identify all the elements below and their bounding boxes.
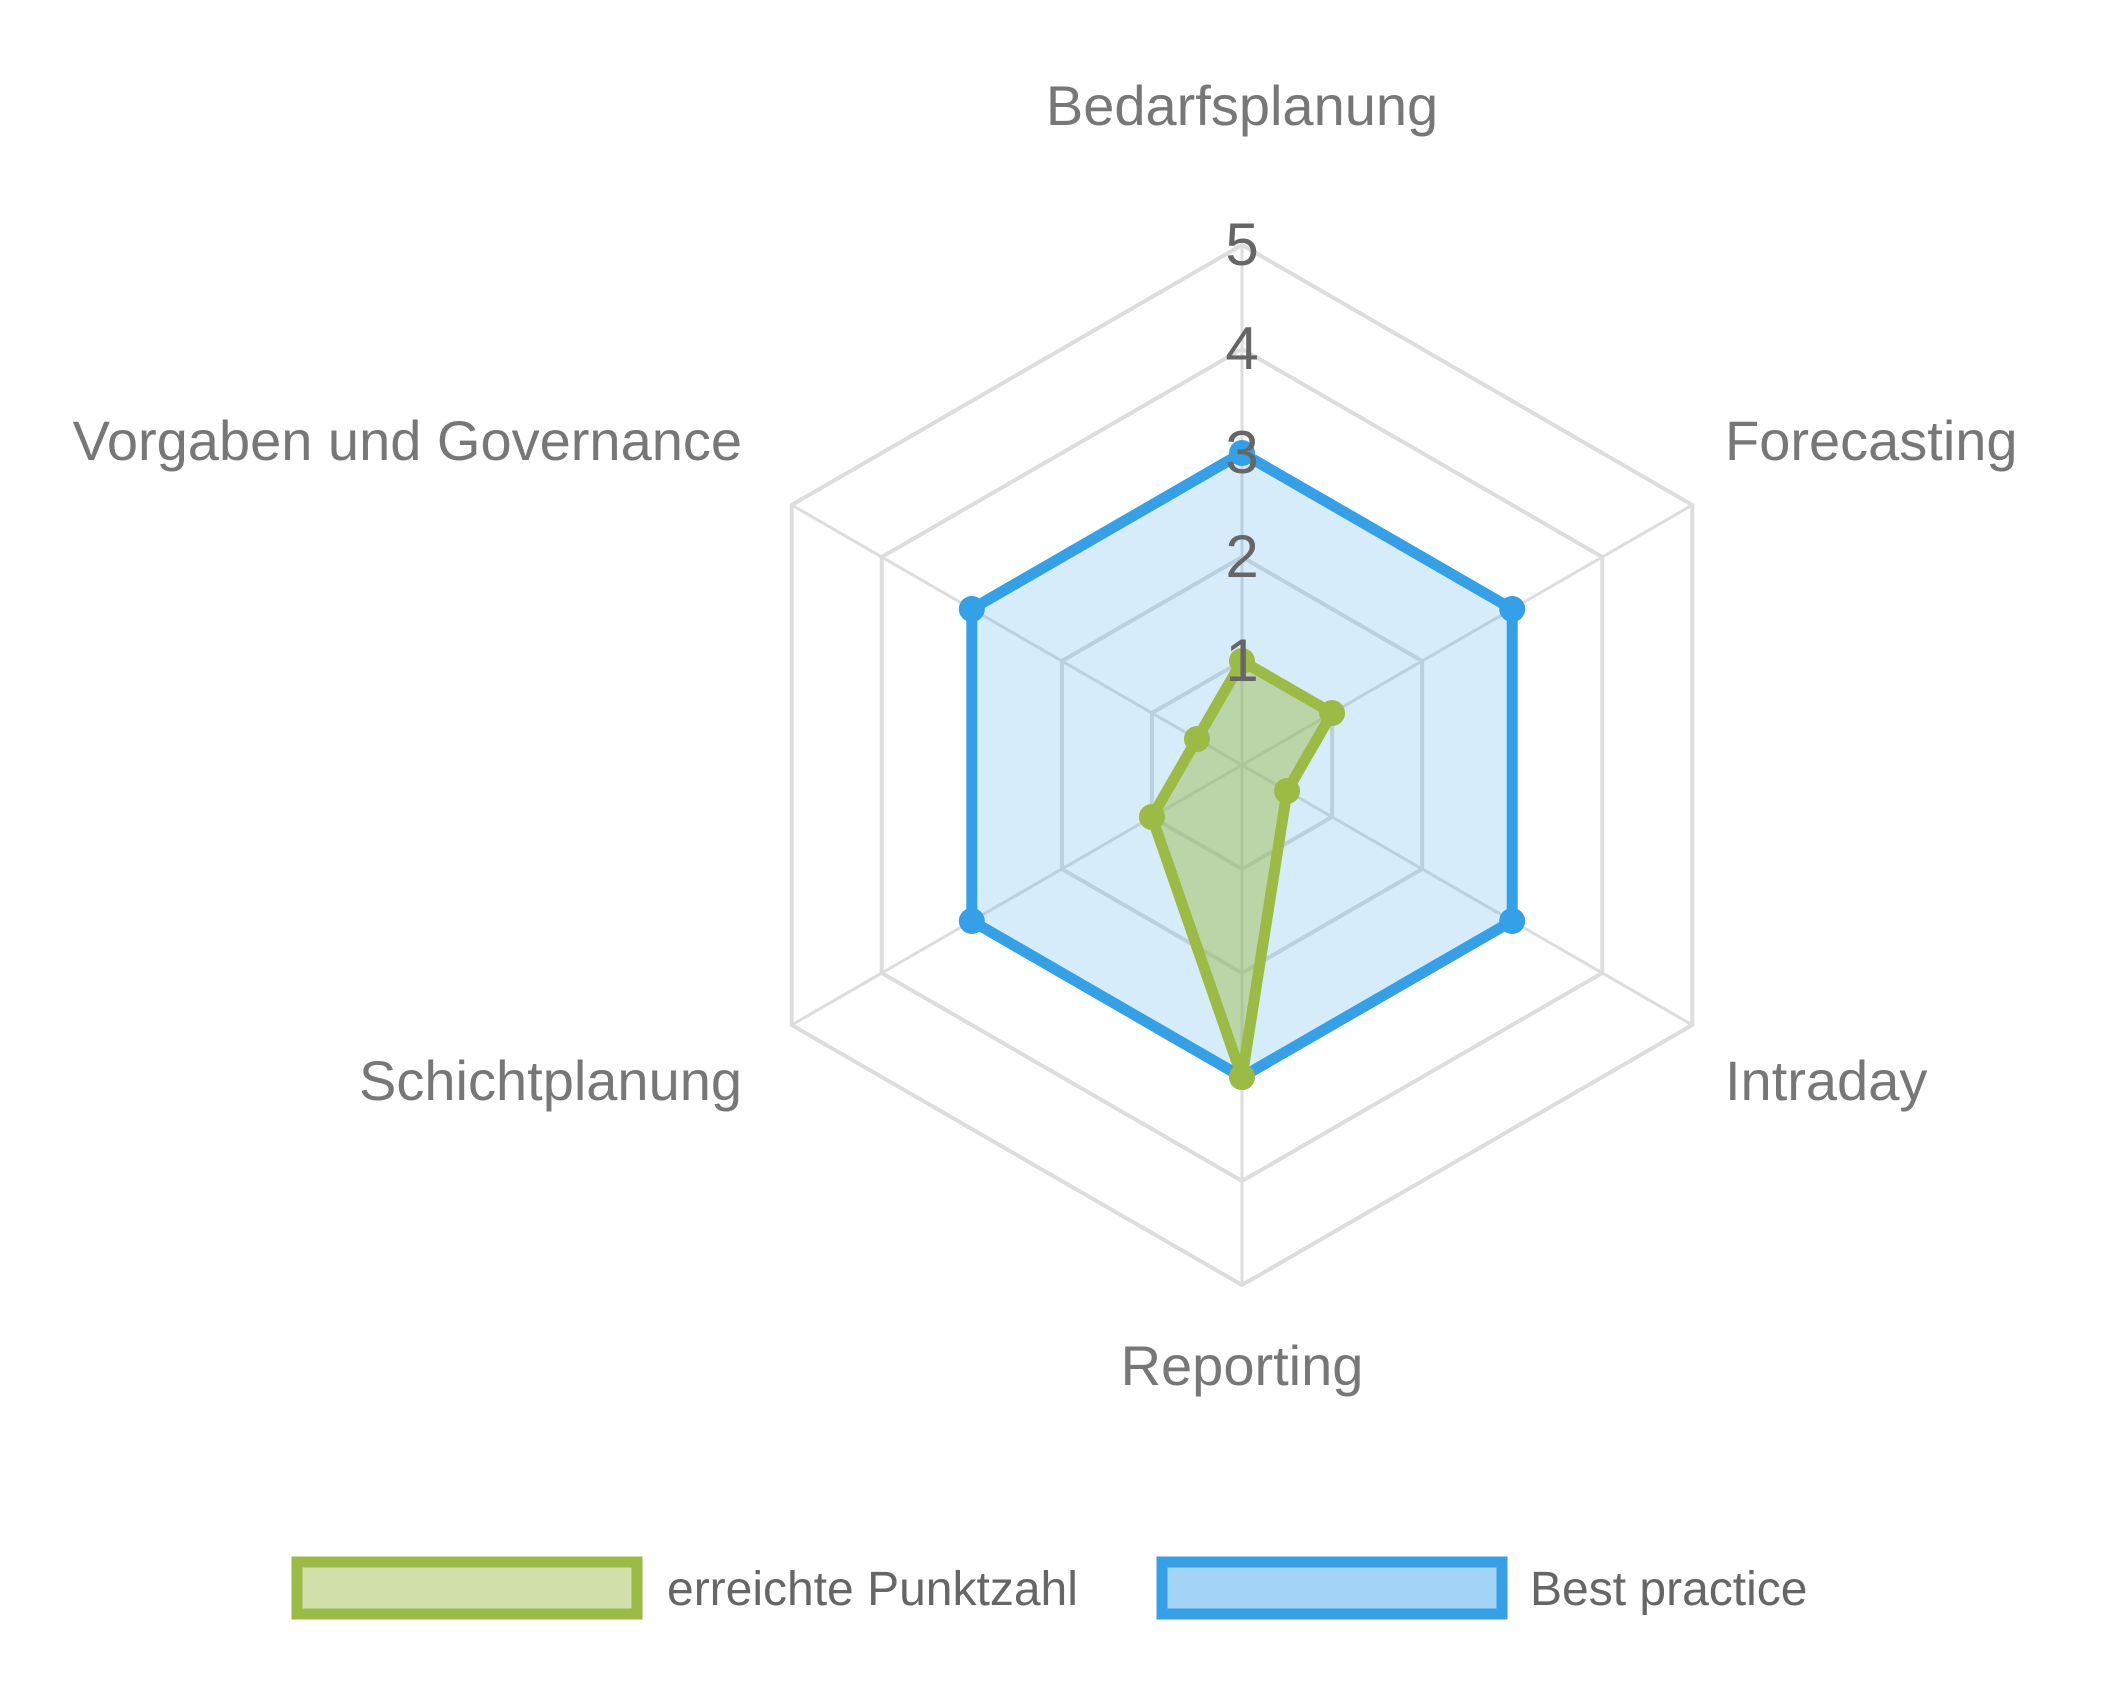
data-point-best-practice[interactable]	[958, 596, 985, 622]
axis-label: Reporting	[1121, 1334, 1364, 1397]
tick-label: 4	[1225, 315, 1258, 382]
legend-swatch-erreichte-punktzahl[interactable]	[291, 1556, 643, 1620]
legend-swatch-best-practice[interactable]	[1156, 1556, 1508, 1620]
axis-label: Forecasting	[1725, 409, 2018, 472]
tick-label: 2	[1225, 523, 1258, 590]
grid-spoke	[1241, 763, 1694, 1027]
data-point-erreichte-punktzahl[interactable]	[1229, 1064, 1255, 1090]
axis-label: Vorgaben und Governance	[73, 409, 742, 472]
axis-label: Bedarfsplanung	[1046, 74, 1438, 137]
legend-label-erreichte-punktzahl[interactable]: erreichte Punktzahl	[667, 1563, 1078, 1616]
radial-tick-labels: 1 2 3 4 5	[1225, 211, 1258, 694]
tick-label: 3	[1225, 419, 1258, 486]
data-point-best-practice[interactable]	[1229, 440, 1255, 466]
legend-label-best-practice[interactable]: Best practice	[1530, 1563, 1807, 1616]
data-point-erreichte-punktzahl[interactable]	[1229, 648, 1255, 674]
data-point-best-practice[interactable]	[958, 908, 985, 934]
grid-spoke	[790, 503, 1243, 767]
axis-labels: Bedarfsplanung Forecasting Intraday Reporti…	[73, 74, 2018, 1397]
grid-spoke	[1241, 503, 1694, 767]
grid-spoke	[790, 763, 1243, 1027]
axis-label: Intraday	[1725, 1049, 1927, 1112]
tick-label: 5	[1225, 211, 1258, 278]
data-point-erreichte-punktzahl[interactable]	[1183, 726, 1210, 752]
data-point-erreichte-punktzahl[interactable]	[1319, 700, 1346, 726]
data-point-best-practice[interactable]	[1499, 908, 1526, 934]
tick-label: 1	[1225, 627, 1258, 694]
radar-series	[958, 440, 1526, 1090]
axis-label: Schichtplanung	[359, 1049, 742, 1112]
legend: erreichte Punktzahl Best practice	[291, 1556, 1807, 1620]
data-point-best-practice[interactable]	[1499, 596, 1526, 622]
data-point-erreichte-punktzahl[interactable]	[1138, 804, 1165, 830]
data-point-erreichte-punktzahl[interactable]	[1274, 778, 1301, 804]
